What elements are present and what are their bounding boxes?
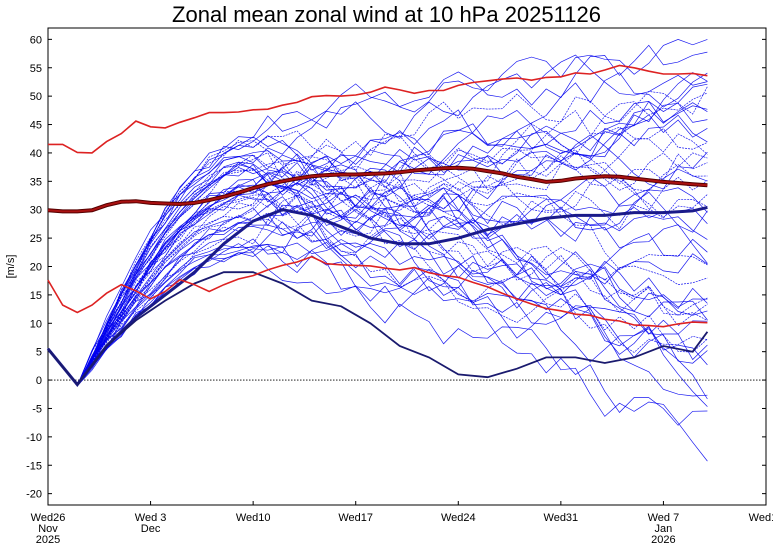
- ensemble-member-line: [47, 110, 708, 387]
- ensemble-member-line: [47, 86, 708, 387]
- x-tick-label: Dec: [141, 523, 161, 535]
- ensemble-member-line: [47, 92, 708, 387]
- ensemble-member-line: [47, 168, 708, 387]
- ensemble-member-line: [47, 44, 708, 387]
- ensemble-member-line: [47, 170, 708, 387]
- y-tick-label: 20: [30, 262, 42, 274]
- climatology-line: [47, 166, 708, 213]
- x-tick-label: 2026: [651, 534, 675, 546]
- x-tick-label: Wed31: [544, 512, 579, 524]
- x-tick-label: Jan: [655, 523, 673, 535]
- ensemble-member-line: [47, 161, 708, 407]
- x-tick-label: Wed24: [441, 512, 476, 524]
- climatology-line: [47, 255, 708, 328]
- y-tick-label: 30: [30, 205, 42, 217]
- ensemble-member-line: [47, 206, 708, 400]
- y-tick-label: 55: [30, 63, 42, 75]
- y-tick-label: 10: [30, 318, 42, 330]
- chart-title: Zonal mean zonal wind at 10 hPa 20251126: [172, 2, 601, 27]
- ensemble-member-line: [47, 172, 708, 426]
- ensemble-member-line: [47, 39, 708, 387]
- y-tick-label: 25: [30, 233, 42, 245]
- y-tick-label: -20: [26, 489, 42, 501]
- x-tick-label: Wed10: [236, 512, 271, 524]
- x-tick-label: Wed17: [338, 512, 373, 524]
- ensemble-member-line: [47, 188, 708, 387]
- x-tick-label: Nov: [38, 523, 58, 535]
- ensemble-member-line: [47, 149, 708, 387]
- ensemble-member-line: [47, 180, 708, 387]
- ensemble-member-line: [47, 128, 708, 387]
- y-tick-label: 40: [30, 148, 42, 160]
- ensemble-member-line: [47, 164, 708, 387]
- y-tick-label: -15: [26, 460, 42, 472]
- ensemble-member-line: [47, 83, 708, 387]
- ensemble-member-line: [47, 114, 708, 387]
- ensemble-member-line: [47, 54, 708, 387]
- y-tick-label: 50: [30, 91, 42, 103]
- ensemble-member-line: [47, 195, 708, 387]
- x-tick-label: 2025: [36, 534, 60, 546]
- ensemble-member-line: [47, 101, 708, 387]
- x-tick-label: Wed14: [749, 512, 773, 524]
- highlight-line: [46, 205, 708, 388]
- y-tick-label: 60: [30, 34, 42, 46]
- ensemble-member-line: [47, 102, 708, 387]
- x-tick-label: Wed 3: [135, 512, 167, 524]
- plot-frame: [47, 27, 767, 506]
- ensemble-member-line: [47, 72, 708, 387]
- y-tick-label: 15: [30, 290, 42, 302]
- ensemble-member-line: [47, 210, 708, 387]
- plot-area: 605550454035302520151050-5-10-15-20Wed26…: [5, 27, 773, 546]
- ensemble-member-line: [47, 161, 708, 387]
- highlight-line: [47, 271, 709, 387]
- y-tick-label: -10: [26, 432, 42, 444]
- x-tick-label: Wed 7: [648, 512, 680, 524]
- y-axis-title: [m/s]: [5, 255, 17, 279]
- climatology-line: [48, 64, 708, 154]
- y-tick-label: 5: [36, 347, 42, 359]
- y-tick-label: 35: [30, 176, 42, 188]
- ensemble-member-line: [47, 194, 708, 387]
- ensemble-members: [47, 39, 708, 462]
- ensemble-member-line: [47, 136, 708, 387]
- ensemble-member-line: [47, 187, 708, 387]
- y-tick-label: 0: [36, 375, 42, 387]
- ensemble-member-line: [47, 222, 708, 387]
- ensemble-member-line: [47, 252, 708, 387]
- ensemble-member-line: [47, 72, 708, 387]
- y-tick-label: 45: [30, 120, 42, 132]
- ensemble-member-line: [47, 200, 708, 387]
- x-tick-label: Wed26: [31, 512, 66, 524]
- y-tick-label: -5: [32, 403, 42, 415]
